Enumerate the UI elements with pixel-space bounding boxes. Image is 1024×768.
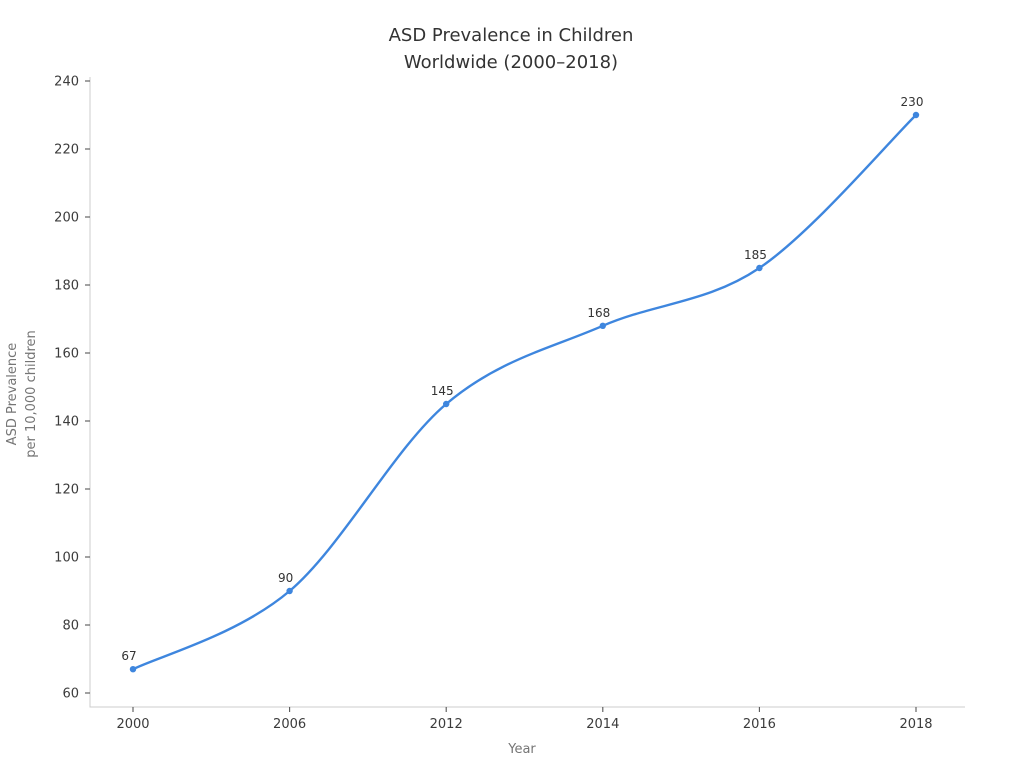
data-point-label: 90 <box>278 571 293 585</box>
data-point-label: 67 <box>121 649 136 663</box>
data-point-marker <box>129 666 137 673</box>
data-point-marker <box>912 111 920 119</box>
x-axis-label: Year <box>508 742 536 757</box>
series-line <box>131 113 918 671</box>
data-point-marker <box>756 264 763 272</box>
data-point-label: 145 <box>431 384 454 398</box>
x-tick-label: 2014 <box>586 717 619 732</box>
data-point-label: 185 <box>744 248 767 262</box>
y-tick-label: 120 <box>54 483 79 498</box>
data-point-marker <box>443 400 450 408</box>
x-tick-label: 2012 <box>430 717 463 732</box>
y-tick-label: 200 <box>54 211 79 226</box>
data-point-label: 230 <box>901 95 924 109</box>
x-tick-label: 2018 <box>899 717 932 732</box>
y-tick-label: 100 <box>54 551 79 566</box>
data-point-marker <box>599 322 606 329</box>
x-tick-label: 2006 <box>273 717 306 732</box>
y-tick-label: 80 <box>62 619 79 634</box>
y-tick-label: 160 <box>54 347 79 362</box>
x-tick-label: 2000 <box>116 717 149 732</box>
y-tick-label: 60 <box>62 687 79 702</box>
y-tick-label: 180 <box>54 279 79 294</box>
chart-title-line-2: Worldwide (2000–2018) <box>403 52 619 73</box>
chart-title: ASD Prevalence in Children Worldwide (20… <box>0 22 1022 76</box>
data-point-label: 168 <box>587 306 610 320</box>
chart-title-line-1: ASD Prevalence in Children <box>388 25 634 46</box>
y-tick-label: 240 <box>54 75 79 90</box>
y-tick-label: 220 <box>54 143 79 158</box>
y-tick-label: 140 <box>54 415 79 430</box>
data-point-marker <box>286 587 293 595</box>
x-tick-label: 2016 <box>743 717 776 732</box>
